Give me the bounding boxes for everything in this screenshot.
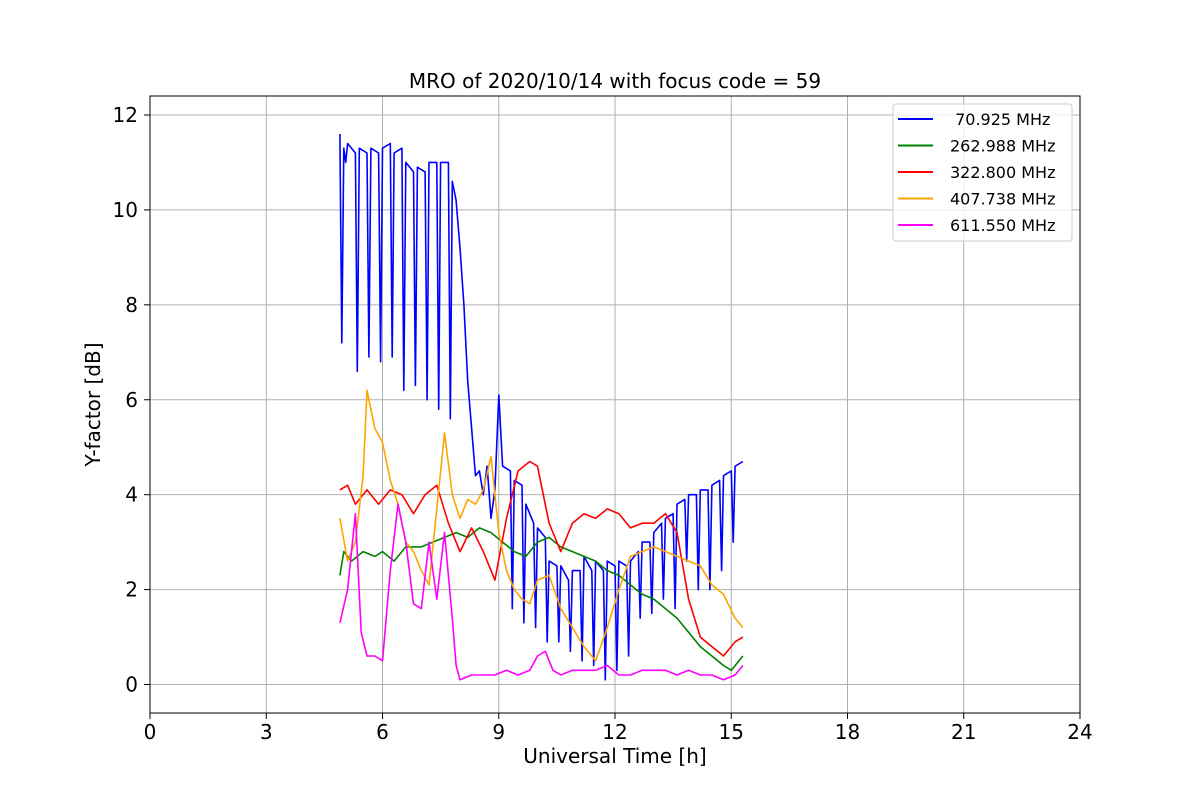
legend-label-0: 70.925 MHz [950, 110, 1050, 129]
x-tick-label: 6 [376, 720, 389, 744]
x-tick-label: 3 [260, 720, 273, 744]
x-axis: 0 3 6 9 12 15 18 21 24 [144, 713, 1093, 744]
y-tick-label: 4 [125, 483, 138, 507]
y-axis: 0 2 4 6 8 10 12 [113, 103, 150, 697]
series-line-4 [339, 503, 744, 681]
y-tick-label: 6 [125, 388, 138, 412]
y-tick-label: 10 [113, 198, 138, 222]
y-tick-label: 2 [125, 578, 138, 602]
y-tick-label: 8 [125, 293, 138, 317]
x-tick-label: 9 [492, 720, 505, 744]
series-line-1 [339, 527, 744, 672]
legend-label-1: 262.988 MHz [950, 137, 1055, 156]
series-layer [339, 133, 744, 681]
x-tick-label: 15 [719, 720, 744, 744]
y-tick-label: 12 [113, 103, 138, 127]
x-tick-label: 12 [602, 720, 627, 744]
series-line-2 [339, 460, 744, 657]
y-tick-label: 0 [125, 673, 138, 697]
x-tick-label: 18 [835, 720, 860, 744]
y-axis-label: Y-factor [dB] [81, 342, 105, 467]
legend: 70.925 MHz 262.988 MHz 322.800 MHz 407.738 … [892, 103, 1073, 242]
series-line-3 [339, 389, 744, 662]
legend-label-3: 407.738 MHz [950, 190, 1055, 209]
legend-label-2: 322.800 MHz [950, 163, 1055, 182]
legend-box [892, 103, 1073, 242]
legend-label-4: 611.550 MHz [950, 216, 1055, 235]
x-axis-label: Universal Time [h] [523, 744, 706, 768]
series-line-0 [339, 133, 744, 681]
x-tick-label: 24 [1067, 720, 1092, 744]
chart-title: MRO of 2020/10/14 with focus code = 59 [409, 69, 821, 93]
x-tick-label: 21 [951, 720, 976, 744]
x-tick-label: 0 [144, 720, 157, 744]
